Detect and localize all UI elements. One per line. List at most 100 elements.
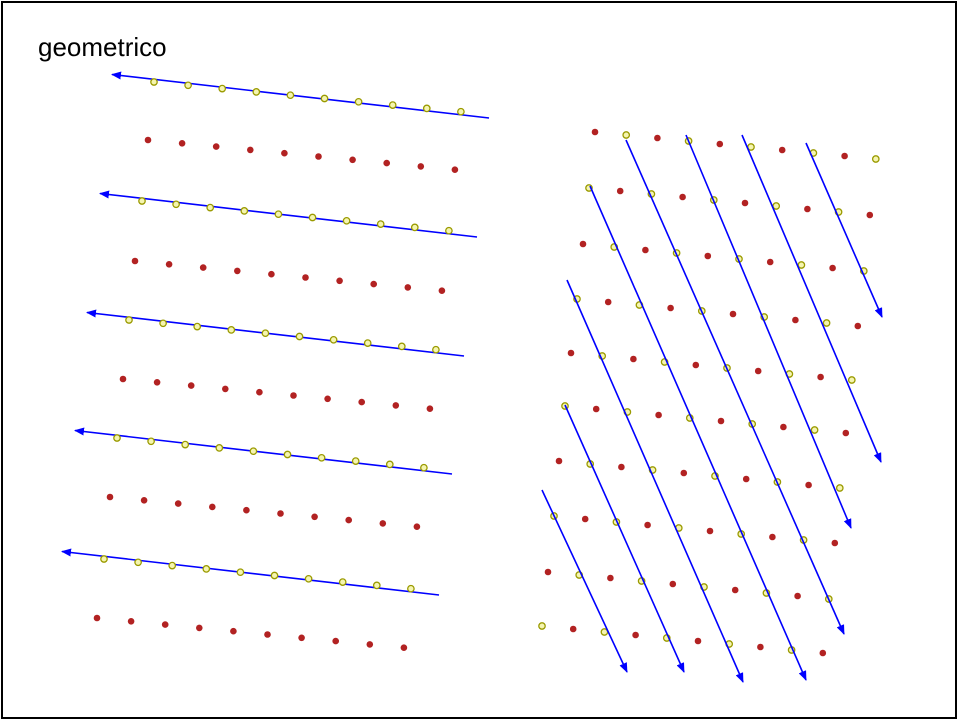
left-arrow-line [86, 309, 465, 357]
hollow-dot [304, 574, 313, 583]
hollow-dot [376, 220, 385, 228]
filled-dot [642, 246, 649, 254]
filled-dot [451, 166, 459, 173]
right-arrow-line [685, 134, 852, 529]
hollow-dot [252, 88, 261, 96]
filled-dot [290, 392, 297, 399]
filled-dot [332, 637, 340, 645]
filled-dot [757, 643, 764, 651]
filled-dot [780, 423, 787, 431]
hollow-dot [274, 210, 283, 219]
hollow-dot [138, 197, 146, 205]
filled-dot [349, 156, 356, 164]
left-arrow-line [74, 427, 453, 475]
filled-dot [769, 533, 776, 541]
hollow-dot [397, 342, 406, 351]
hollow-dot [388, 101, 397, 109]
filled-dot [831, 539, 839, 547]
hollow-dot [295, 332, 304, 341]
filled-dot [178, 140, 186, 147]
hollow-dot [432, 345, 440, 354]
filled-dot [555, 457, 563, 465]
filled-dot [174, 500, 182, 507]
filled-dot [632, 631, 639, 639]
filled-dot [654, 134, 661, 142]
filled-dot [644, 521, 651, 529]
filled-dot [277, 510, 284, 517]
hollow-dot [240, 207, 249, 215]
right-arrow-line [566, 279, 744, 683]
filled-dot [268, 270, 275, 278]
hollow-dot [150, 78, 158, 86]
filled-dot [438, 287, 446, 295]
filled-dot [230, 627, 237, 635]
filled-dot [579, 240, 587, 248]
filled-dot [400, 644, 408, 651]
filled-dot [667, 304, 674, 312]
hollow-dot [363, 339, 372, 347]
hollow-dot [797, 261, 806, 269]
filled-dot [805, 481, 812, 489]
left-arrow-line [61, 548, 440, 596]
hollow-dot [372, 581, 381, 590]
hollow-dot [410, 223, 419, 232]
left-arrow-line [111, 71, 490, 119]
filled-dot [358, 398, 366, 406]
filled-dot [264, 631, 271, 638]
filled-dot [222, 385, 229, 393]
hollow-dot [810, 426, 819, 434]
filled-dot [742, 475, 750, 483]
hollow-dot [871, 155, 880, 163]
filled-dot [212, 143, 220, 150]
filled-dot [131, 257, 139, 265]
filled-dot [256, 388, 263, 396]
filled-dot [704, 252, 712, 260]
filled-dot [119, 375, 127, 383]
hollow-dot [835, 484, 844, 492]
hollow-dot [184, 81, 192, 90]
filled-dot [404, 284, 412, 291]
hollow-dot [159, 319, 167, 328]
filled-dot [591, 128, 599, 136]
filled-dot [127, 618, 135, 625]
filled-dot [417, 163, 425, 170]
hollow-dot [283, 450, 292, 459]
filled-dot [165, 261, 173, 268]
filled-dot [383, 159, 391, 167]
hollow-dot [236, 568, 245, 577]
filled-dot [792, 316, 799, 324]
hollow-dot [445, 226, 453, 235]
hollow-dot [202, 565, 211, 573]
filled-dot [199, 264, 207, 271]
filled-dot [569, 625, 577, 633]
left-lattice [61, 71, 490, 651]
hollow-dot [181, 440, 190, 449]
filled-dot [592, 405, 600, 413]
left-arrow-line [99, 190, 478, 238]
right-arrow-line [741, 134, 882, 463]
filled-dot [243, 506, 250, 514]
hollow-dot [168, 561, 177, 570]
filled-dot [741, 199, 749, 207]
filled-dot [324, 395, 331, 403]
filled-dot [234, 267, 241, 275]
filled-dot [153, 379, 161, 386]
hollow-dot [407, 584, 415, 593]
hollow-dot [538, 622, 546, 630]
hollow-dot [847, 376, 856, 384]
filled-dot [567, 349, 575, 357]
hollow-dot [351, 457, 360, 465]
hollow-dot [100, 555, 108, 563]
hollow-dot [317, 453, 326, 462]
hollow-dot [113, 434, 121, 442]
filled-dot [794, 592, 801, 600]
filled-dot [209, 503, 216, 511]
right-arrow-line [589, 185, 807, 681]
hollow-dot [172, 200, 180, 209]
filled-dot [841, 152, 848, 160]
right-lattice [538, 128, 883, 683]
filled-dot [161, 621, 169, 628]
filled-dot [298, 634, 305, 642]
